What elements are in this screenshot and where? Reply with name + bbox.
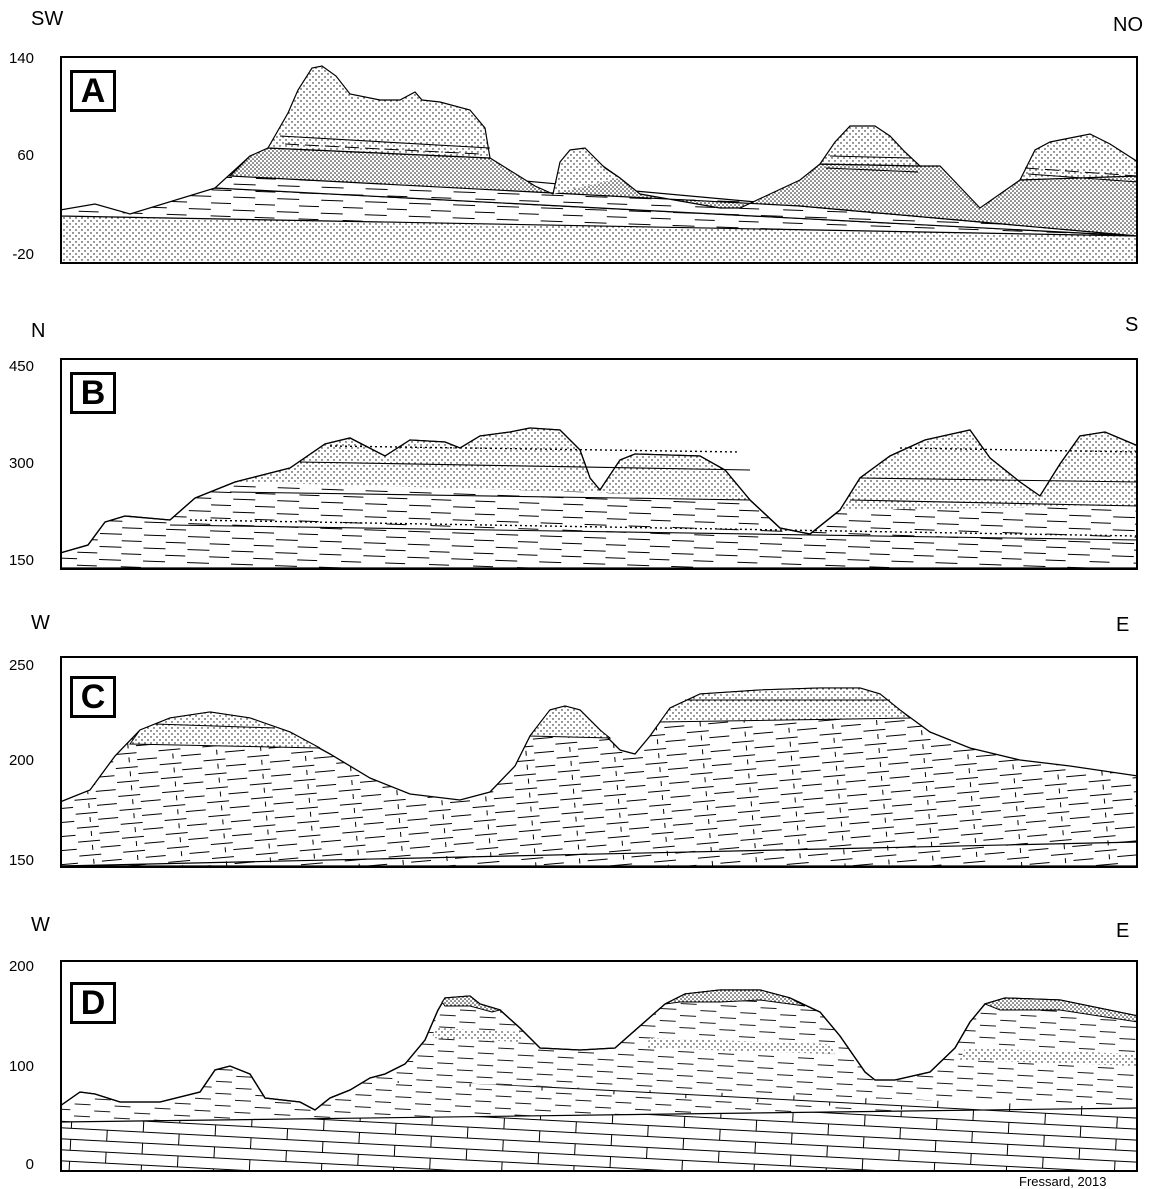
cross-section-a	[60, 65, 1138, 263]
cross-section-d	[60, 989, 1138, 1170]
cross-section-c	[60, 687, 1138, 866]
section-frame-b	[60, 358, 1138, 570]
elevation-tick-label: 250	[8, 657, 34, 674]
section-frame-d	[60, 960, 1138, 1172]
direction-left-label: W	[31, 914, 50, 936]
direction-left-label: SW	[31, 8, 64, 30]
elevation-tick-label: 100	[8, 1058, 34, 1075]
elevation-tick-label: 60	[17, 147, 34, 164]
direction-right-label: S	[1125, 314, 1139, 336]
elevation-tick-label: 450	[8, 358, 34, 375]
elevation-tick-label: 200	[8, 752, 34, 769]
direction-left-label: W	[31, 612, 50, 634]
panel-label-a: A	[70, 70, 116, 112]
direction-left-label: N	[31, 320, 46, 342]
elevation-tick-label: 150	[8, 852, 34, 869]
panel-label-b: B	[70, 372, 116, 414]
cross-section-b	[60, 427, 1138, 568]
elevation-tick-label: -20	[12, 246, 34, 263]
elevation-tick-label: 200	[8, 958, 34, 975]
direction-right-label: NO	[1113, 14, 1143, 36]
elevation-tick-label: 0	[25, 1156, 34, 1173]
direction-right-label: E	[1116, 920, 1130, 942]
elevation-tick-label: 150	[8, 552, 34, 569]
elevation-tick-label: 300	[8, 455, 34, 472]
elevation-tick-label: 140	[8, 50, 34, 67]
source-credit: Fressard, 2013	[1019, 1174, 1107, 1189]
section-frame-c	[60, 656, 1138, 868]
panel-label-c: C	[70, 676, 116, 718]
section-frame-a	[60, 56, 1138, 264]
direction-right-label: E	[1116, 614, 1130, 636]
panel-label-d: D	[70, 982, 116, 1024]
